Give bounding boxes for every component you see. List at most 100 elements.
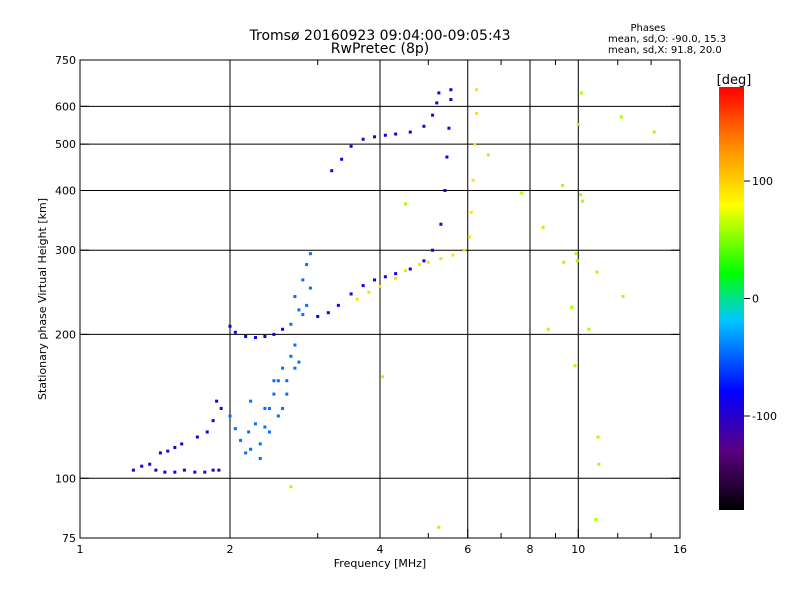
data-point bbox=[258, 442, 262, 446]
data-point bbox=[180, 442, 184, 446]
data-point bbox=[215, 399, 219, 403]
data-point bbox=[158, 451, 162, 455]
x-tick-label: 1 bbox=[77, 543, 84, 556]
data-point bbox=[367, 290, 371, 294]
data-point bbox=[272, 392, 276, 396]
data-points bbox=[131, 88, 656, 529]
data-point bbox=[244, 451, 248, 455]
data-point bbox=[573, 364, 577, 368]
x-tick-label: 16 bbox=[673, 543, 687, 556]
data-point bbox=[336, 303, 340, 307]
data-point bbox=[228, 414, 232, 418]
data-point bbox=[154, 468, 158, 472]
data-point bbox=[340, 157, 344, 161]
data-point bbox=[621, 295, 625, 299]
data-point bbox=[281, 366, 285, 370]
data-point bbox=[148, 462, 152, 466]
data-point bbox=[422, 259, 426, 263]
data-point bbox=[293, 366, 297, 370]
data-point bbox=[305, 263, 309, 267]
data-point bbox=[431, 248, 435, 252]
data-point bbox=[228, 324, 232, 328]
colorbar-label: [deg] bbox=[717, 73, 752, 88]
data-point bbox=[355, 297, 359, 301]
data-point bbox=[361, 137, 365, 141]
x-tick-label: 8 bbox=[527, 543, 534, 556]
data-point bbox=[587, 327, 591, 331]
y-tick-label: 300 bbox=[55, 244, 76, 257]
data-point bbox=[349, 292, 353, 296]
data-point bbox=[462, 248, 466, 252]
chart-title: Tromsø 20160923 09:04:00-09:05:43 bbox=[249, 28, 511, 44]
data-point bbox=[140, 464, 144, 468]
colorbar-tick-label: -100 bbox=[752, 410, 777, 423]
data-point bbox=[408, 130, 412, 134]
data-point bbox=[297, 360, 301, 364]
x-tick-label: 10 bbox=[571, 543, 585, 556]
data-point bbox=[469, 210, 473, 214]
data-point bbox=[381, 375, 385, 379]
data-point bbox=[293, 295, 297, 299]
data-point bbox=[595, 270, 599, 274]
data-point bbox=[272, 332, 276, 336]
data-point bbox=[383, 275, 387, 279]
data-point bbox=[249, 399, 253, 403]
grid-lines bbox=[80, 60, 680, 538]
data-point bbox=[289, 354, 293, 358]
data-point bbox=[451, 253, 455, 257]
data-point bbox=[349, 144, 353, 148]
data-point bbox=[475, 111, 479, 115]
data-point bbox=[449, 88, 453, 92]
y-tick-label: 400 bbox=[55, 184, 76, 197]
data-point bbox=[475, 88, 479, 92]
data-point bbox=[394, 272, 398, 276]
data-point bbox=[378, 284, 382, 288]
data-point bbox=[471, 178, 475, 182]
data-point bbox=[267, 430, 271, 434]
data-point bbox=[131, 468, 135, 472]
data-point bbox=[330, 169, 334, 173]
y-tick-label: 100 bbox=[55, 472, 76, 485]
data-point bbox=[435, 101, 439, 105]
data-point bbox=[173, 445, 177, 449]
data-point bbox=[301, 278, 305, 282]
data-point bbox=[619, 115, 623, 119]
data-point bbox=[570, 305, 574, 309]
y-tick-label: 75 bbox=[62, 532, 76, 545]
data-point bbox=[195, 435, 199, 439]
data-point bbox=[173, 470, 177, 474]
data-point bbox=[258, 456, 262, 460]
y-tick-label: 750 bbox=[55, 54, 76, 67]
y-tick-label: 600 bbox=[55, 100, 76, 113]
data-point bbox=[233, 330, 237, 334]
data-point bbox=[575, 259, 579, 263]
y-axis-label: Stationary phase Virtual Height [km] bbox=[36, 198, 49, 400]
data-point bbox=[249, 447, 253, 451]
data-point bbox=[239, 438, 243, 442]
data-point bbox=[437, 525, 441, 529]
legend-heading: Phases bbox=[630, 23, 665, 34]
data-point bbox=[437, 91, 441, 95]
chart-subtitle: RwPretec (8p) bbox=[331, 41, 429, 57]
data-point bbox=[373, 135, 377, 139]
data-point bbox=[383, 133, 387, 137]
data-point bbox=[468, 235, 472, 239]
data-point bbox=[426, 260, 430, 264]
data-point bbox=[431, 113, 435, 117]
data-point bbox=[576, 122, 580, 126]
data-point bbox=[574, 252, 578, 256]
data-point bbox=[443, 188, 447, 192]
data-point bbox=[211, 419, 215, 423]
data-point bbox=[301, 313, 305, 317]
data-point bbox=[263, 425, 267, 429]
data-point bbox=[394, 132, 398, 136]
data-point bbox=[546, 327, 550, 331]
data-point bbox=[253, 336, 257, 340]
data-point bbox=[211, 468, 215, 472]
data-point bbox=[597, 462, 601, 466]
data-point bbox=[394, 276, 398, 280]
data-point bbox=[308, 252, 312, 256]
colorbar-tick-label: 0 bbox=[752, 293, 759, 306]
y-tick-label: 200 bbox=[55, 328, 76, 341]
